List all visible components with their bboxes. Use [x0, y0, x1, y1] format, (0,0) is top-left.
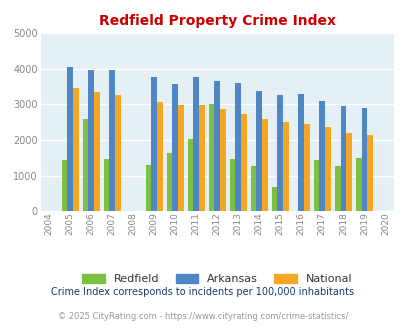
Bar: [109, 70, 115, 211]
Bar: [282, 122, 288, 211]
Bar: [277, 95, 282, 211]
Bar: [334, 166, 340, 211]
Bar: [177, 105, 183, 211]
Legend: Redfield, Arkansas, National: Redfield, Arkansas, National: [79, 270, 354, 288]
Bar: [220, 109, 225, 211]
Bar: [157, 103, 162, 211]
Bar: [241, 114, 246, 211]
Bar: [229, 159, 235, 211]
Bar: [193, 77, 198, 211]
Bar: [187, 139, 193, 211]
Text: Crime Index corresponds to incidents per 100,000 inhabitants: Crime Index corresponds to incidents per…: [51, 287, 354, 297]
Bar: [166, 153, 172, 211]
Bar: [82, 118, 88, 211]
Bar: [340, 106, 345, 211]
Text: © 2025 CityRating.com - https://www.cityrating.com/crime-statistics/: © 2025 CityRating.com - https://www.city…: [58, 312, 347, 321]
Bar: [235, 83, 241, 211]
Bar: [366, 135, 372, 211]
Bar: [88, 70, 94, 211]
Bar: [145, 165, 151, 211]
Bar: [250, 166, 256, 211]
Bar: [271, 187, 277, 211]
Bar: [198, 105, 204, 211]
Title: Redfield Property Crime Index: Redfield Property Crime Index: [98, 14, 335, 28]
Bar: [313, 160, 319, 211]
Bar: [103, 159, 109, 211]
Bar: [345, 133, 351, 211]
Bar: [355, 158, 361, 211]
Bar: [324, 127, 330, 211]
Bar: [72, 88, 78, 211]
Bar: [62, 159, 67, 211]
Bar: [319, 101, 324, 211]
Bar: [262, 118, 267, 211]
Bar: [67, 67, 72, 211]
Bar: [115, 95, 120, 211]
Bar: [172, 84, 177, 211]
Bar: [214, 81, 220, 211]
Bar: [303, 123, 309, 211]
Bar: [298, 94, 303, 211]
Bar: [361, 108, 366, 211]
Bar: [208, 104, 214, 211]
Bar: [151, 77, 157, 211]
Bar: [94, 92, 99, 211]
Bar: [256, 91, 262, 211]
